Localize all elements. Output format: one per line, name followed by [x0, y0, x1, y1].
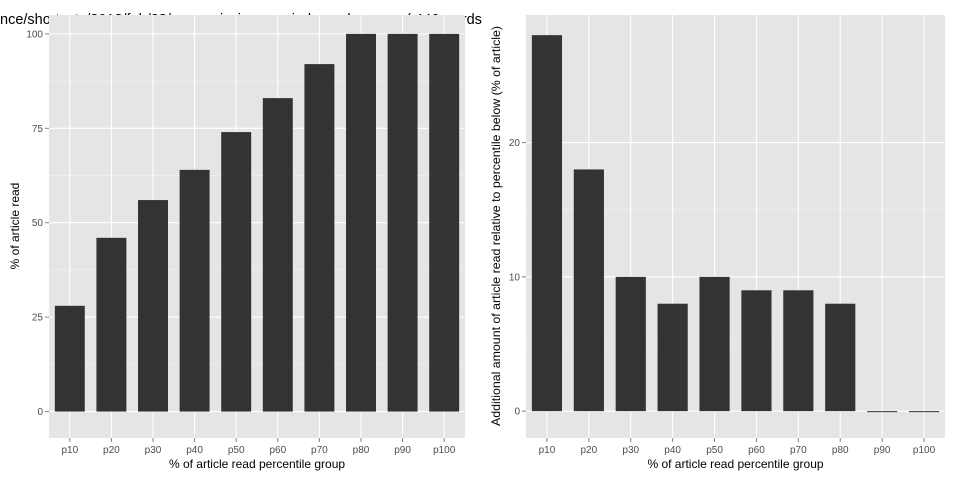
x-tick-label: p10: [61, 445, 78, 456]
left-chart-panel: 0 25 50 75 100 p10 p20 p30 p40 p50 p60 p70 p80 p90 p10…: [8, 15, 465, 471]
x-tick-label: p90: [394, 445, 411, 456]
y-tick-label: 50: [32, 218, 44, 229]
bar-p80: [825, 303, 856, 412]
x-tick-label: p90: [874, 445, 891, 456]
y-axis-label: Additional amount of article read relati…: [489, 26, 503, 426]
bar-p20: [96, 237, 127, 412]
y-tick-label: 25: [32, 313, 44, 324]
y-tick-label: 10: [509, 272, 521, 283]
y-tick-label: 0: [514, 407, 520, 418]
bar-p20: [573, 169, 604, 412]
x-axis-label: % of article read percentile group: [169, 457, 345, 471]
bar-p50: [221, 132, 252, 412]
y-tick-label: 0: [37, 407, 43, 418]
bar-p10: [54, 305, 85, 412]
y-tick-label: 75: [32, 124, 44, 135]
right-chart-panel: 0 10 20 p10 p20 p30 p40 p50 p60 p70 p80 p90 p100 % of…: [489, 15, 945, 471]
bar-p50: [699, 276, 730, 412]
bar-p40: [657, 303, 688, 412]
bar-p30: [615, 276, 646, 412]
x-tick-label: p80: [353, 445, 370, 456]
x-tick-label: p20: [103, 445, 120, 456]
x-axis-label: % of article read percentile group: [647, 457, 823, 471]
x-tick-label: p50: [706, 445, 723, 456]
y-tick-label: 20: [509, 138, 521, 149]
x-tick-label: p40: [186, 445, 203, 456]
bar-p70: [783, 290, 814, 412]
bar-p10: [531, 35, 563, 412]
x-tick-label: p70: [790, 445, 807, 456]
y-tick-label: 100: [26, 29, 43, 40]
x-tick-label: p100: [913, 445, 936, 456]
x-tick-label: p70: [311, 445, 328, 456]
x-tick-label: p60: [748, 445, 765, 456]
x-tick-label: p30: [145, 445, 162, 456]
bar-p100: [908, 411, 940, 413]
x-tick-label: p40: [664, 445, 681, 456]
bar-p90: [387, 33, 418, 412]
x-tick-label: p60: [269, 445, 286, 456]
x-tick-label: p10: [539, 445, 556, 456]
bar-p80: [346, 33, 376, 412]
x-tick-label: p50: [228, 445, 245, 456]
bar-p40: [179, 169, 210, 412]
x-tick-label: p80: [832, 445, 849, 456]
x-tick-label: p30: [622, 445, 639, 456]
x-tick-label: p20: [581, 445, 598, 456]
bar-p60: [741, 290, 772, 412]
y-axis-label: % of article read: [8, 183, 22, 270]
x-tick-label: p100: [433, 445, 456, 456]
bar-p90: [867, 411, 898, 413]
bar-p60: [262, 98, 293, 412]
bar-p100: [429, 33, 460, 412]
bar-p30: [138, 200, 168, 412]
bar-p70: [304, 64, 335, 412]
